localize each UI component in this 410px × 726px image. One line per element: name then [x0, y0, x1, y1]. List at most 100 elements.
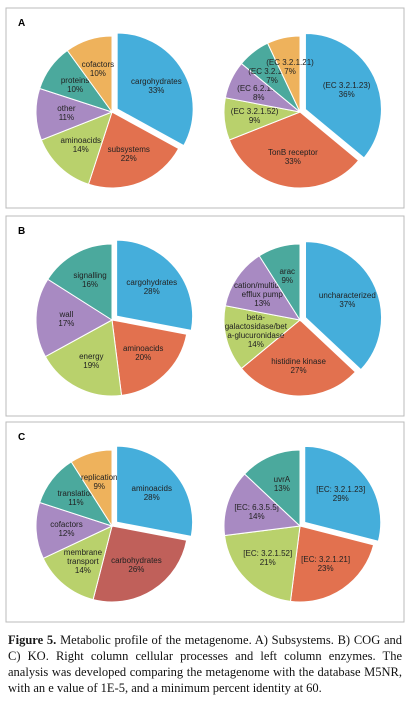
slice-label-box: histidine kinase 27%: [267, 343, 331, 389]
slice-label-box: cofactors 12%: [34, 506, 98, 552]
slice-value: 33%: [148, 85, 165, 95]
slice-label: [EC: 6.3.5.5]14%: [225, 489, 289, 535]
slice-value: 14%: [248, 511, 265, 521]
slice-value: 37%: [339, 299, 356, 309]
slice-value: 13%: [254, 298, 271, 308]
slice-category: (EC 3.2.1.52): [230, 107, 279, 117]
slice-label-box: [EC: 6.3.5.5] 14%: [225, 489, 289, 535]
pie-slice: [258, 243, 301, 322]
pie-slice: [223, 305, 302, 370]
panel-frame: [5, 421, 405, 623]
slice-value: 26%: [128, 564, 145, 574]
slice-label: (EC 3.2.1.21)7%: [258, 44, 322, 90]
slice-category: (EC 3.2.1.23): [322, 81, 371, 91]
slice-category: other: [57, 104, 76, 114]
slice-label-box: replication 9%: [67, 459, 131, 505]
slice-label-box: cofactors 10%: [66, 46, 130, 92]
slice-category: (EC 3.2.1.22): [248, 66, 296, 76]
pie-slice: [42, 525, 113, 601]
slice-value: 7%: [284, 67, 296, 77]
slice-category: uncharacterized: [318, 290, 376, 300]
slice-label: (EC 3.2.1.52)9%: [230, 107, 279, 125]
figure: ABCcargohydrates33%subsystems22%aminoaci…: [5, 7, 405, 623]
pie-slice: [116, 445, 194, 538]
slice-category: beta-galactosidase/beta-glucuronidase: [224, 313, 287, 341]
slice-value: 29%: [332, 494, 349, 504]
pie-slice: [243, 449, 301, 528]
slice-label: cofactors 10%: [66, 46, 130, 92]
slice-label-box: wall 17%: [34, 296, 98, 342]
pie-slice: [266, 35, 301, 113]
pie-slice: [228, 111, 360, 189]
slice-label-box: proteins 10%: [43, 62, 107, 108]
slice-label-box: (EC 3.2.1.21) 7%: [258, 44, 322, 90]
slice-category: histidine kinase: [271, 356, 326, 366]
slice-category: signalling: [73, 271, 107, 281]
slice-label-box: (EC 6.2.1.3) 8%: [227, 70, 291, 116]
pie-slice: [223, 473, 302, 537]
slice-label: (EC 3.2.1.22)7%: [248, 66, 296, 85]
slice-category: (EC 3.2.1.21): [266, 58, 314, 68]
slice-label-box: TonB receptor 33%: [261, 134, 325, 180]
slice-category: cofactors: [50, 519, 83, 529]
slice-label: (EC 3.2.1.23)36%: [315, 67, 379, 113]
slice-value: 11%: [58, 113, 75, 123]
slice-value: 13%: [273, 484, 290, 494]
slice-label-box: aminoacids 20%: [111, 330, 175, 376]
slice-label: [EC: 3.2.1.23]29%: [316, 485, 365, 504]
slice-category: cofactors: [81, 59, 115, 69]
slice-category: cation/multidrug efflux pump: [234, 280, 291, 299]
slice-value: 36%: [338, 90, 355, 100]
slice-label-box: aminoacids 28%: [120, 470, 184, 516]
slice-value: 20%: [135, 353, 152, 363]
caption-label: Figure 5.: [8, 633, 57, 647]
slice-label-box: membrane transport 14%: [51, 538, 115, 584]
slice-category: uvrA: [273, 475, 291, 485]
slice-category: arac: [279, 267, 296, 277]
caption: Figure 5. Metabolic profile of the metag…: [8, 632, 402, 696]
slice-label-box: carbohydrates 26%: [104, 542, 168, 588]
pie-slice: [111, 319, 188, 396]
caption-text: Metabolic profile of the metagenome. A) …: [8, 633, 403, 695]
slice-label-box: cargohydrates 33%: [124, 63, 188, 109]
slice-label-box: cation/multidrug efflux pump 13%: [230, 271, 294, 317]
slice-category: aminoacids: [60, 136, 102, 146]
pie-slice: [304, 445, 382, 542]
slice-label: [EC: 3.2.1.21]23%: [301, 555, 350, 573]
pie-slice: [224, 255, 302, 321]
slice-value: 8%: [252, 92, 265, 102]
panel-label: B: [18, 226, 25, 237]
slice-category: proteins: [60, 76, 90, 86]
panel-frame: [5, 215, 405, 417]
slice-label-box: arac 9%: [255, 253, 319, 299]
slice-category: carbohydrates: [111, 555, 162, 565]
slice-label-box: uvrA 13%: [250, 461, 314, 507]
slice-label: (EC 6.2.1.3)8%: [227, 70, 291, 116]
slice-value: 17%: [58, 318, 75, 328]
slice-value: 23%: [317, 563, 334, 573]
slice-value: 10%: [67, 85, 84, 95]
slice-value: 9%: [93, 482, 106, 492]
slice-label-box: cargohydrates 28%: [120, 264, 184, 310]
slice-label-box: (EC 3.2.1.23) 36%: [315, 67, 379, 113]
slice-label-box: other 11%: [34, 90, 98, 136]
slice-value: 28%: [143, 287, 160, 297]
slice-category: (EC 6.2.1.3): [237, 83, 281, 93]
slice-category: translation: [57, 489, 95, 499]
pie-slice: [47, 243, 113, 321]
slice-category: energy: [79, 351, 104, 361]
pie-slice: [116, 239, 194, 332]
